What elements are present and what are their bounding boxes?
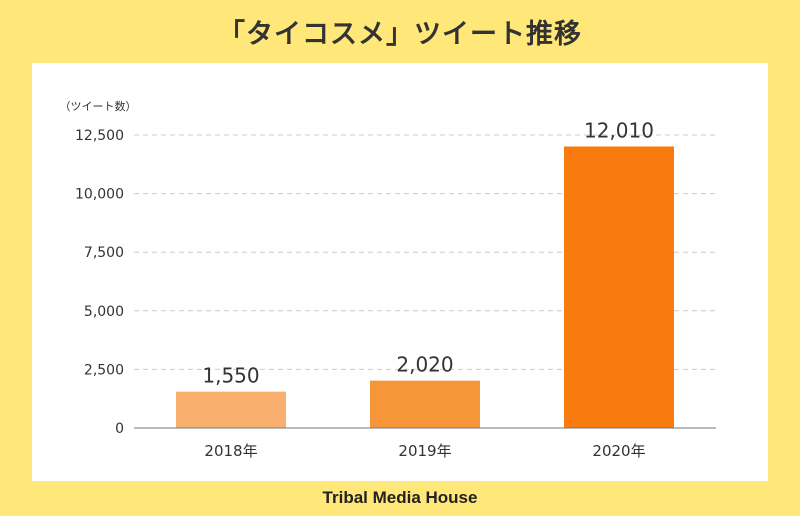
x-tick-label: 2020年 (592, 442, 645, 460)
y-tick-label: 12,500 (75, 128, 124, 144)
x-tick-label: 2019年 (398, 442, 451, 460)
chart-title: 「タイコスメ」ツイート推移 (218, 19, 582, 50)
value-label: 1,550 (202, 364, 259, 388)
y-tick-label: 10,000 (75, 187, 124, 203)
x-tick-label: 2018年 (204, 442, 257, 460)
y-tick-label: 5,000 (84, 304, 124, 320)
bar-2019年 (370, 380, 480, 428)
value-label: 12,010 (584, 118, 654, 142)
bar-2020年 (564, 146, 674, 428)
y-tick-label: 2,500 (84, 362, 124, 378)
brand-logo-text: Tribal Media House (322, 488, 478, 507)
bar-2018年 (176, 391, 286, 428)
y-tick-label: 0 (115, 421, 124, 437)
y-tick-label: 7,500 (84, 245, 124, 261)
y-axis-label: （ツイート数） (60, 100, 137, 113)
value-label: 2,020 (396, 353, 453, 377)
